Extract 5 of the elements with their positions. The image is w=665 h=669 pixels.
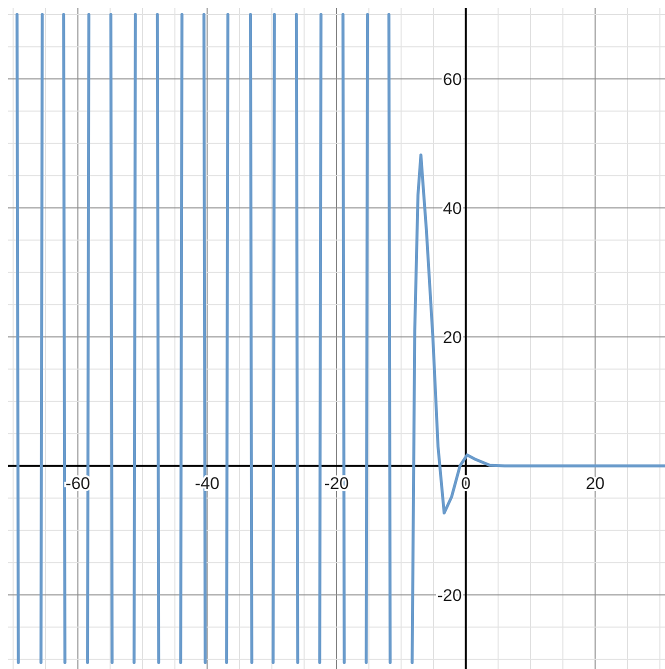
y-tick-label: 60 [442,70,462,89]
y-tick-label: 40 [442,198,462,218]
y-tick-label: 20 [442,328,462,347]
x-tick-label: 20 [586,474,605,493]
y-tick-label: -20 [437,586,462,605]
